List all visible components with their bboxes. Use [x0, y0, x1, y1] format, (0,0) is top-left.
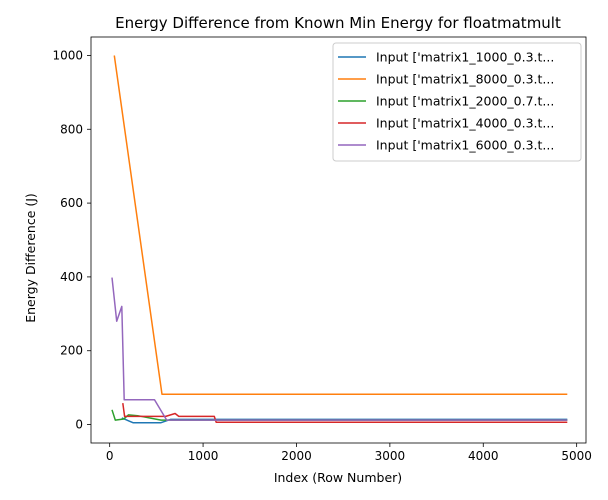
x-tick-label: 2000	[281, 449, 312, 463]
y-axis-label: Energy Difference (J)	[23, 193, 38, 323]
y-tick-label: 400	[60, 270, 83, 284]
chart-title: Energy Difference from Known Min Energy …	[115, 14, 561, 32]
legend-label: Input ['matrix1_6000_0.3.t...	[376, 138, 554, 153]
legend-label: Input ['matrix1_2000_0.7.t...	[376, 94, 554, 109]
y-tick-label: 600	[60, 196, 83, 210]
x-tick-label: 5000	[561, 449, 592, 463]
y-tick-label: 200	[60, 344, 83, 358]
x-axis-label: Index (Row Number)	[274, 470, 402, 485]
y-tick-label: 1000	[52, 48, 83, 62]
legend: Input ['matrix1_1000_0.3.t... Input ['mat…	[332, 42, 582, 162]
legend-label: Input ['matrix1_4000_0.3.t...	[376, 116, 554, 131]
x-tick-label: 4000	[468, 449, 499, 463]
plot-area: 0 1000 2000 3000 4000 5000 0 200 400 600 800 1000	[52, 36, 592, 463]
series-line-3	[111, 409, 568, 421]
legend-label: Input ['matrix1_8000_0.3.t...	[376, 72, 554, 87]
x-tick-label: 3000	[375, 449, 406, 463]
y-tick-label: 800	[60, 122, 83, 136]
y-tick-label: 0	[75, 418, 83, 432]
legend-box	[332, 42, 582, 162]
legend-label: Input ['matrix1_1000_0.3.t...	[376, 50, 554, 65]
x-tick-label: 1000	[188, 449, 219, 463]
axes-frame	[90, 36, 587, 444]
x-tick-label: 0	[106, 449, 114, 463]
series-line-4	[122, 402, 568, 424]
series-line-5	[111, 277, 568, 421]
series-line-2	[113, 55, 568, 396]
